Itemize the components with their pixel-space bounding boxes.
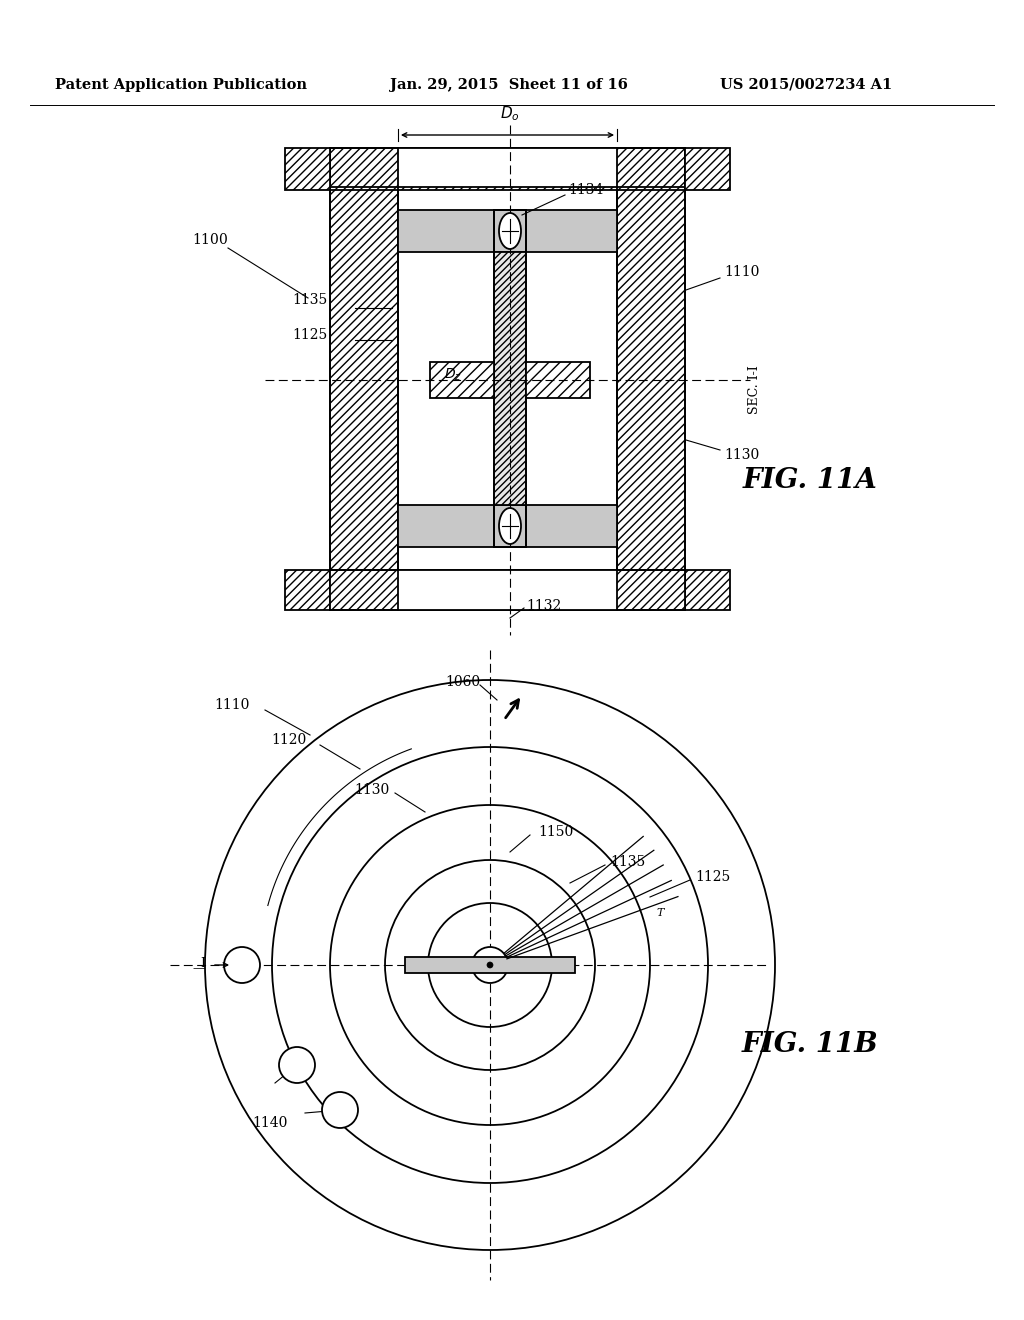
Text: 1120: 1120 (271, 733, 307, 747)
Bar (617, 187, 685, 576)
Circle shape (224, 946, 260, 983)
Text: 1130: 1130 (724, 447, 759, 462)
Text: 1150: 1150 (538, 825, 573, 840)
Bar (494, 252, 526, 506)
Bar (494, 210, 526, 252)
Bar (526, 362, 590, 399)
Text: 1135: 1135 (293, 293, 328, 308)
Text: 1110: 1110 (215, 698, 250, 711)
Bar (285, 570, 330, 610)
Circle shape (279, 1047, 315, 1082)
Text: 1140: 1140 (252, 1115, 288, 1130)
Circle shape (322, 1092, 358, 1129)
Bar (685, 570, 730, 610)
Bar (494, 506, 526, 546)
Text: US 2015/0027234 A1: US 2015/0027234 A1 (720, 78, 892, 92)
Text: 1135: 1135 (610, 855, 645, 869)
Bar (330, 570, 685, 610)
Bar (285, 148, 330, 190)
Ellipse shape (499, 508, 521, 544)
Circle shape (487, 962, 493, 968)
Text: 1130: 1130 (354, 783, 390, 797)
Bar (430, 362, 494, 399)
Bar (330, 187, 398, 576)
Text: Jan. 29, 2015  Sheet 11 of 16: Jan. 29, 2015 Sheet 11 of 16 (390, 78, 628, 92)
Text: $D_o$: $D_o$ (500, 104, 520, 123)
Bar (406, 957, 575, 973)
Text: 1125: 1125 (695, 870, 730, 884)
Text: T: T (656, 908, 664, 917)
Text: $D_z$: $D_z$ (444, 367, 462, 383)
Text: $\mathregular{1100}$: $\mathregular{1100}$ (191, 232, 228, 248)
Text: 1132: 1132 (526, 599, 561, 612)
Text: 1125: 1125 (293, 327, 328, 342)
Text: I: I (200, 957, 205, 970)
Text: Patent Application Publication: Patent Application Publication (55, 78, 307, 92)
Ellipse shape (499, 213, 521, 249)
Bar (398, 210, 617, 252)
Text: FIG. 11B: FIG. 11B (741, 1031, 879, 1059)
Text: 1134: 1134 (568, 183, 603, 197)
Text: FIG. 11A: FIG. 11A (742, 466, 878, 494)
Text: 1110: 1110 (724, 265, 760, 279)
Bar (685, 148, 730, 190)
Circle shape (472, 946, 508, 983)
Bar (398, 570, 617, 610)
Text: —: — (193, 962, 205, 975)
Text: 1060: 1060 (444, 675, 480, 689)
Bar (398, 148, 617, 187)
Bar (330, 148, 685, 190)
Bar (398, 506, 617, 546)
Text: SEC. I-I: SEC. I-I (748, 366, 761, 414)
